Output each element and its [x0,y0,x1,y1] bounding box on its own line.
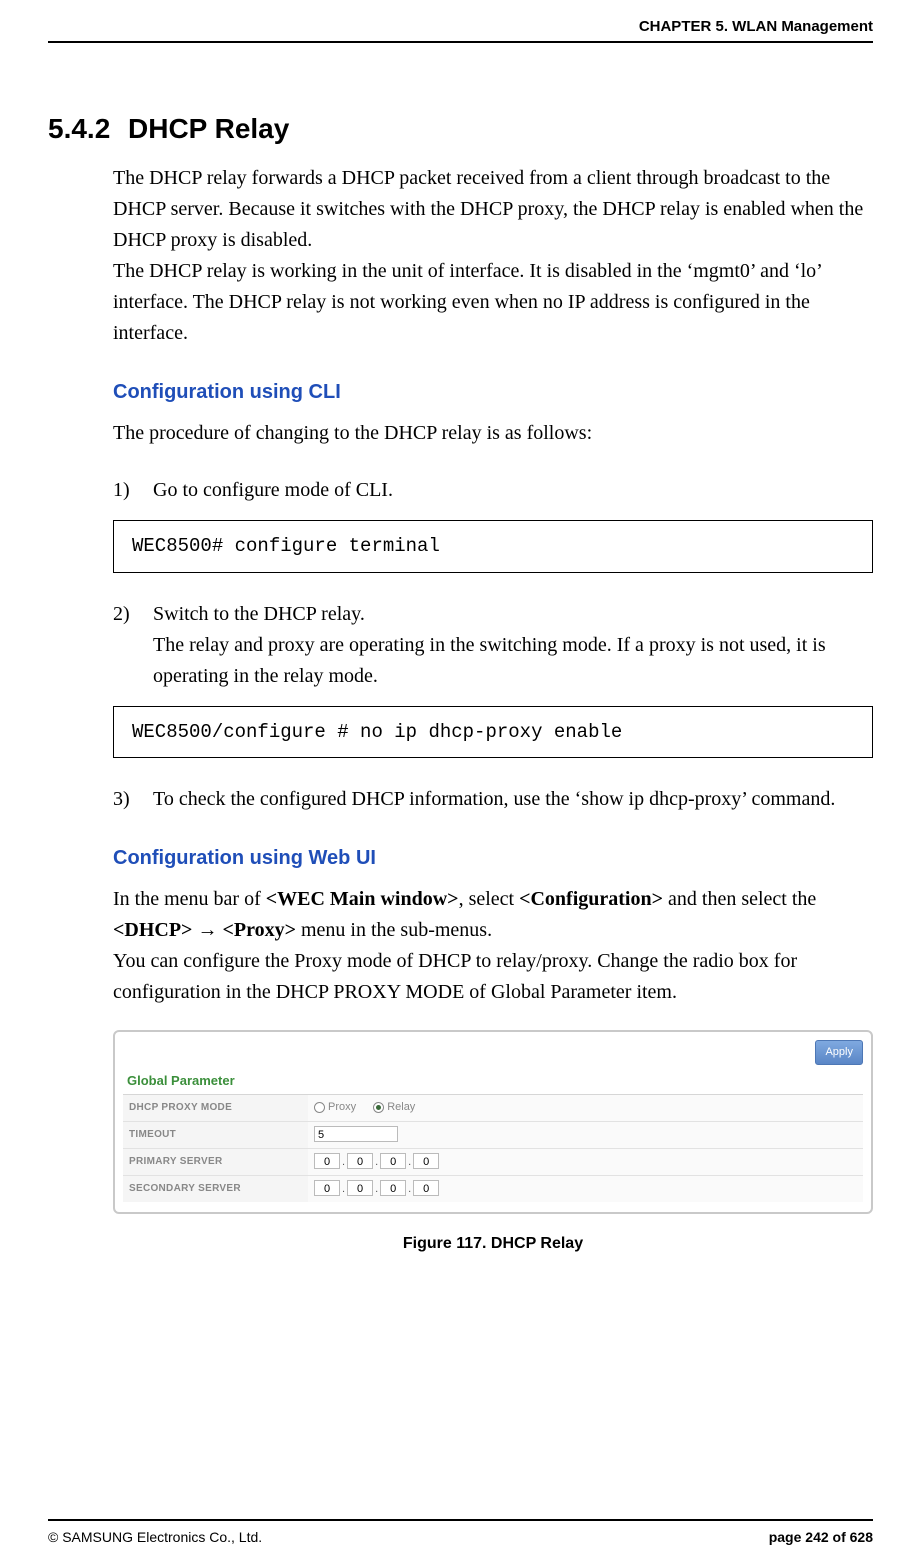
cli-code-2: WEC8500/configure # no ip dhcp-proxy ena… [113,706,873,759]
figure-caption: Figure 117. DHCP Relay [113,1232,873,1257]
row-dhcp-proxy-mode: DHCP PROXY MODE Proxy Relay [123,1095,863,1121]
radio-relay-label: Relay [387,1101,415,1113]
footer-copyright: © SAMSUNG Electronics Co., Ltd. [48,1529,262,1545]
bold: <DHCP> [113,919,192,941]
step-number: 2) [113,599,153,692]
footer-page-number: page 242 of 628 [769,1529,873,1545]
step-text: Go to configure mode of CLI. [153,475,873,506]
section-heading: 5.4.2 DHCP Relay [48,113,873,145]
label-dhcp-proxy-mode: DHCP PROXY MODE [123,1095,308,1121]
section-title: DHCP Relay [128,113,289,145]
primary-octet-2[interactable]: 0 [347,1153,373,1169]
timeout-input[interactable]: 5 [314,1126,398,1142]
intro-para-2: The DHCP relay is working in the unit of… [113,256,873,349]
radio-proxy[interactable] [314,1102,325,1113]
bold: <Proxy> [222,919,296,941]
cli-intro: The procedure of changing to the DHCP re… [113,418,873,449]
label-secondary-server: SECONDARY SERVER [123,1175,308,1202]
text: and then select the [663,888,816,910]
chapter-header: CHAPTER 5. WLAN Management [48,18,873,43]
cli-step-3: 3) To check the configured DHCP informat… [113,784,873,815]
label-timeout: TIMEOUT [123,1121,308,1148]
global-parameter-table: DHCP PROXY MODE Proxy Relay TIMEOUT 5 PR… [123,1094,863,1202]
step2-line1: Switch to the DHCP relay. [153,603,365,625]
row-timeout: TIMEOUT 5 [123,1121,863,1148]
step-text: To check the configured DHCP information… [153,784,873,815]
global-parameter-heading: Global Parameter [127,1071,863,1091]
webui-para-2: You can configure the Proxy mode of DHCP… [113,946,873,1008]
arrow-icon: → [192,919,222,941]
primary-octet-1[interactable]: 0 [314,1153,340,1169]
label-primary-server: PRIMARY SERVER [123,1148,308,1175]
webui-heading: Configuration using Web UI [113,843,873,874]
page-footer: © SAMSUNG Electronics Co., Ltd. page 242… [48,1519,873,1545]
cli-step-2: 2) Switch to the DHCP relay. The relay a… [113,599,873,692]
secondary-octet-1[interactable]: 0 [314,1180,340,1196]
row-secondary-server: SECONDARY SERVER 0.0.0.0 [123,1175,863,1202]
intro-para-1: The DHCP relay forwards a DHCP packet re… [113,163,873,256]
step-number: 1) [113,475,153,506]
cli-step-1: 1) Go to configure mode of CLI. [113,475,873,506]
text: menu in the sub-menus. [296,919,492,941]
secondary-octet-2[interactable]: 0 [347,1180,373,1196]
secondary-octet-4[interactable]: 0 [413,1180,439,1196]
cli-heading: Configuration using CLI [113,377,873,408]
cli-code-1: WEC8500# configure terminal [113,520,873,573]
text: In the menu bar of [113,888,266,910]
section-number: 5.4.2 [48,113,128,145]
secondary-octet-3[interactable]: 0 [380,1180,406,1196]
row-primary-server: PRIMARY SERVER 0.0.0.0 [123,1148,863,1175]
step-number: 3) [113,784,153,815]
primary-octet-3[interactable]: 0 [380,1153,406,1169]
step2-line2: The relay and proxy are operating in the… [153,634,826,687]
dhcp-relay-screenshot: Apply Global Parameter DHCP PROXY MODE P… [113,1030,873,1214]
step-text: Switch to the DHCP relay. The relay and … [153,599,873,692]
radio-proxy-label: Proxy [328,1101,356,1113]
text: , select [459,888,520,910]
primary-octet-4[interactable]: 0 [413,1153,439,1169]
bold: <WEC Main window> [266,888,459,910]
webui-para-1: In the menu bar of <WEC Main window>, se… [113,884,873,946]
radio-relay[interactable] [373,1102,384,1113]
apply-button[interactable]: Apply [815,1040,863,1065]
bold: <Configuration> [519,888,663,910]
